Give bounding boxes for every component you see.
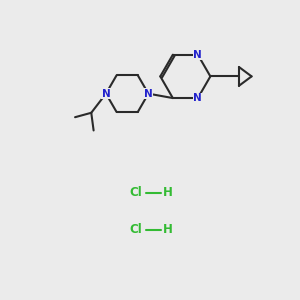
Text: N: N xyxy=(144,88,153,99)
Text: H: H xyxy=(163,186,172,199)
Text: N: N xyxy=(194,93,202,103)
Text: Cl: Cl xyxy=(129,223,142,236)
Text: H: H xyxy=(163,223,172,236)
Text: N: N xyxy=(102,88,110,99)
Text: N: N xyxy=(194,50,202,60)
Text: Cl: Cl xyxy=(129,186,142,199)
